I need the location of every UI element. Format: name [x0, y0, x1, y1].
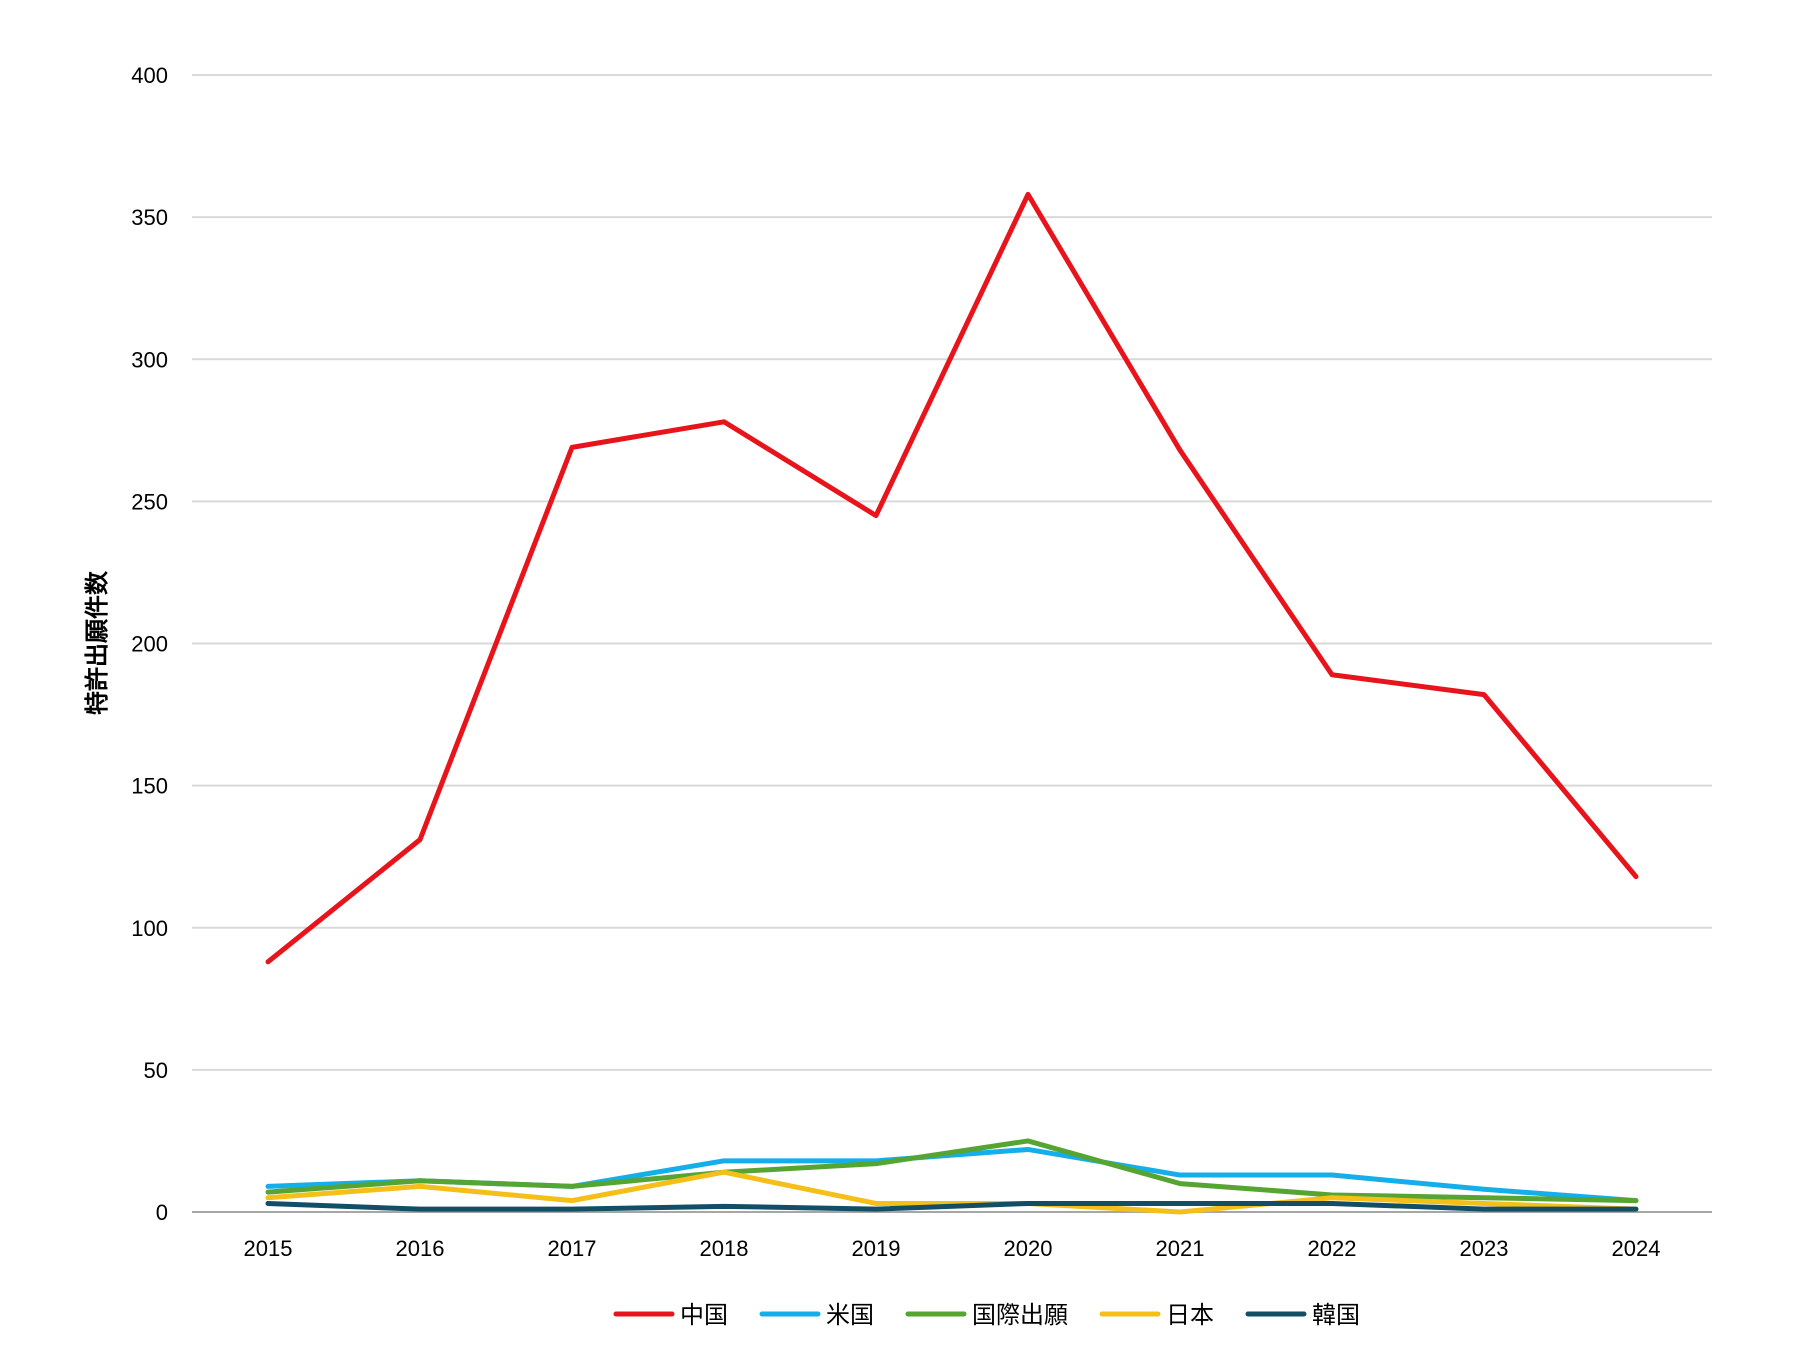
x-tick-label: 2024 — [1612, 1236, 1661, 1261]
x-tick-label: 2015 — [244, 1236, 293, 1261]
legend-label: 米国 — [826, 1301, 874, 1329]
x-tick-label: 2016 — [396, 1236, 445, 1261]
y-tick-label: 400 — [131, 63, 168, 88]
y-tick-label: 100 — [131, 916, 168, 941]
gridlines — [192, 74, 1712, 1071]
x-tick-label: 2023 — [1460, 1236, 1509, 1261]
series-lines — [265, 191, 1639, 1215]
legend-label: 国際出願 — [972, 1301, 1068, 1329]
x-tick-label: 2020 — [1004, 1236, 1053, 1261]
y-axis-label: 特許出願件数 — [83, 570, 111, 715]
y-tick-label: 150 — [131, 774, 168, 799]
x-tick-label: 2022 — [1308, 1236, 1357, 1261]
series-line-2 — [265, 1138, 1639, 1204]
legend-label: 日本 — [1166, 1301, 1214, 1329]
x-axis-ticks: 2015 2016 2017 2018 2019 2020 2021 2022 2023 2024 — [244, 1236, 1661, 1261]
y-tick-label: 0 — [156, 1200, 168, 1225]
legend: 中国 米国 国際出願 日本 韓国 — [613, 1301, 1360, 1329]
y-axis-ticks: 0 50 100 150 200 250 300 350 400 — [131, 63, 168, 1225]
y-tick-label: 300 — [131, 347, 168, 372]
x-tick-label: 2021 — [1156, 1236, 1205, 1261]
series-line-3 — [265, 1169, 1639, 1215]
series-line-4 — [265, 1200, 1639, 1212]
x-tick-label: 2019 — [852, 1236, 901, 1261]
x-tick-label: 2018 — [700, 1236, 749, 1261]
x-tick-label: 2017 — [548, 1236, 597, 1261]
y-tick-label: 350 — [131, 205, 168, 230]
legend-label: 中国 — [680, 1301, 728, 1329]
legend-label: 韓国 — [1312, 1301, 1360, 1329]
y-tick-label: 200 — [131, 632, 168, 657]
series-line-0 — [265, 191, 1639, 965]
y-tick-label: 50 — [144, 1058, 168, 1083]
y-tick-label: 250 — [131, 489, 168, 514]
